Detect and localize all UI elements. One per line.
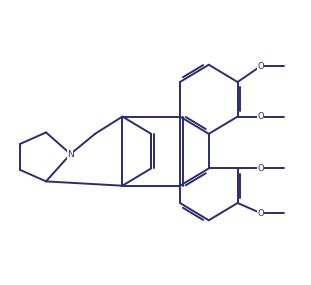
Text: O: O (257, 62, 264, 71)
Text: N: N (67, 150, 74, 158)
Text: O: O (257, 112, 264, 121)
Text: O: O (257, 164, 264, 173)
Text: O: O (257, 209, 264, 217)
